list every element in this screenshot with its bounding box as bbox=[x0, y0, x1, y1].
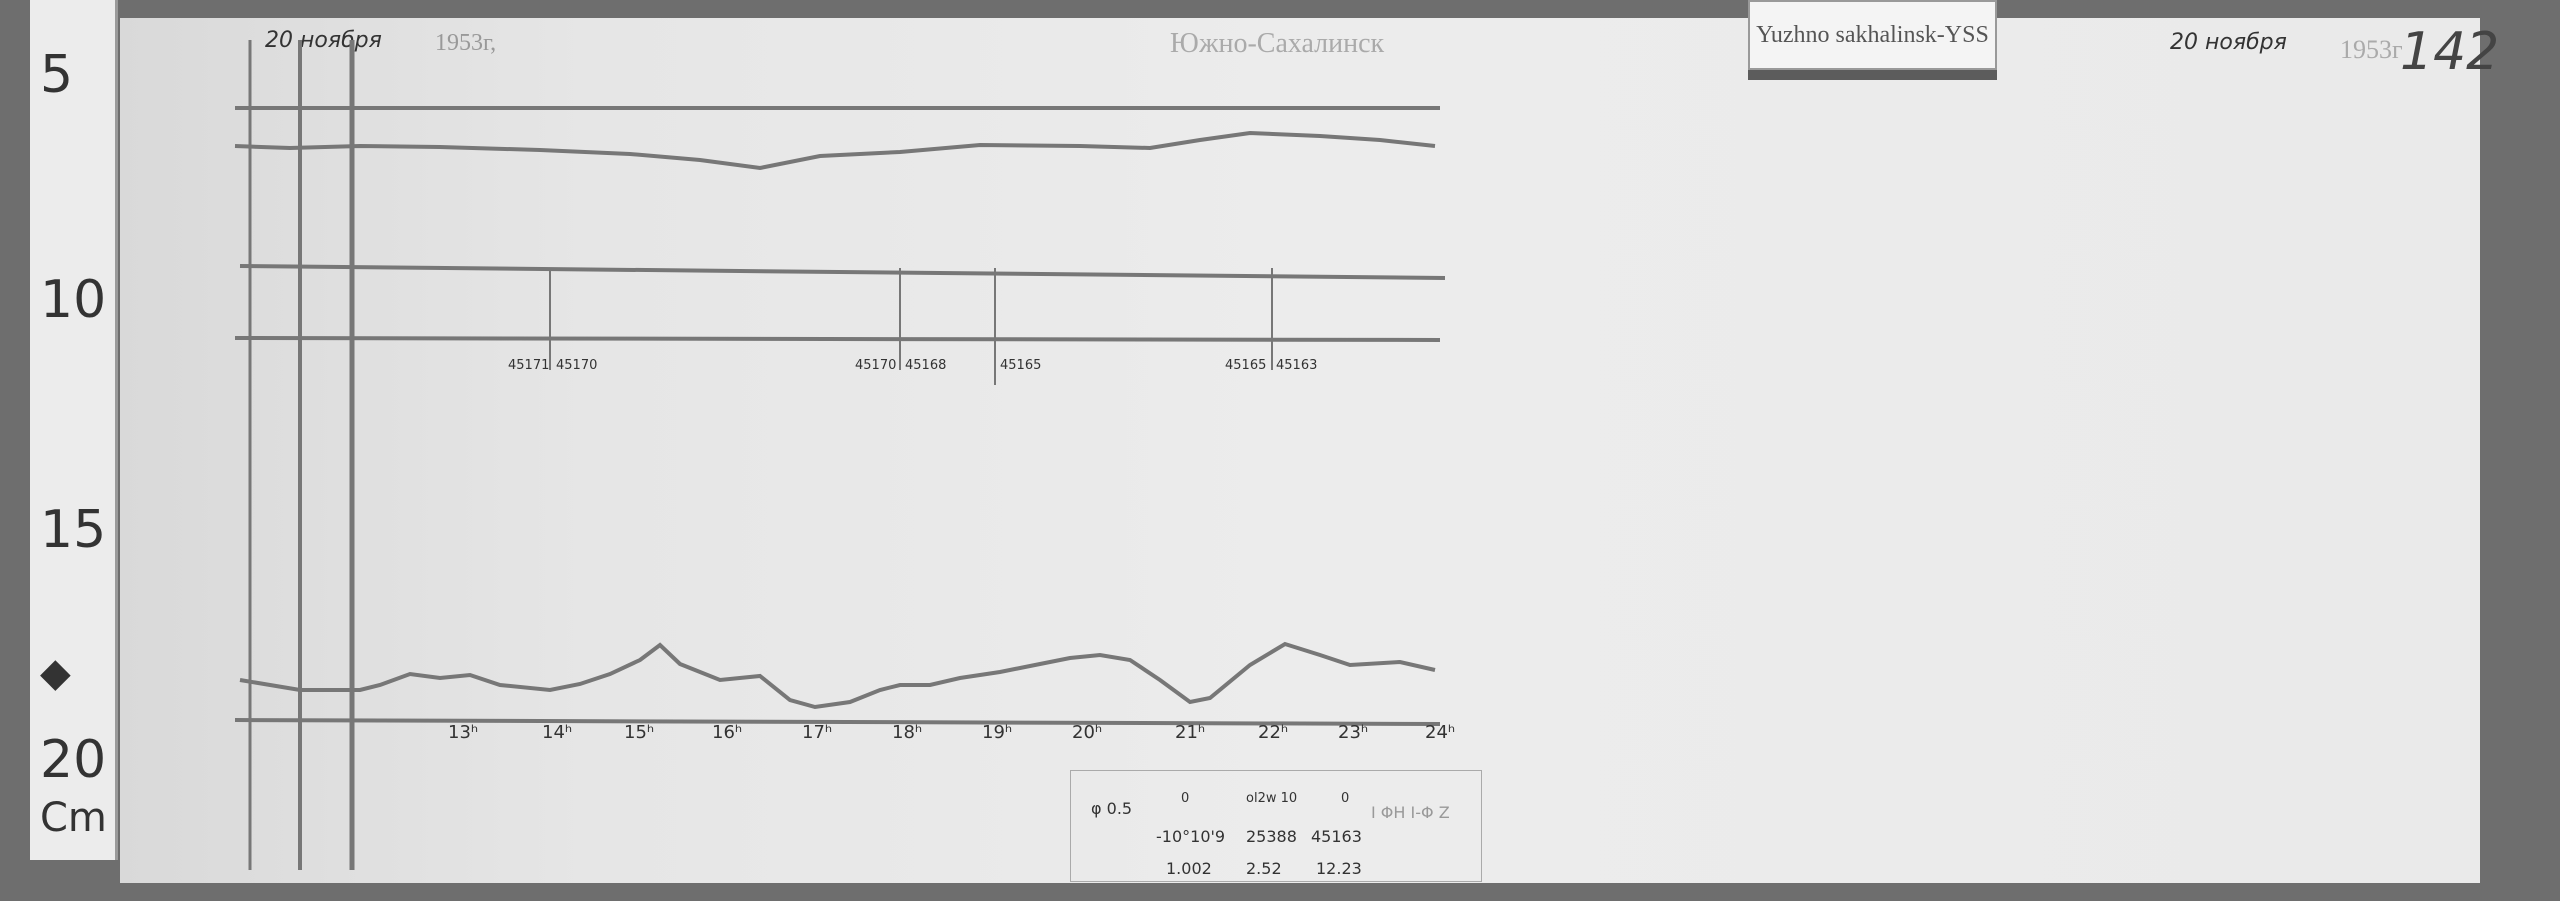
station-name: Южно-Сахалинск bbox=[1170, 28, 1385, 59]
hour-label: 22ʰ bbox=[1258, 722, 1289, 743]
table-cell: 0 bbox=[1181, 791, 1190, 806]
hour-label: 13ʰ bbox=[448, 722, 479, 743]
scale-values-table: φ 0.5 0 ol2w 10 0 I ΦH I-Φ Z -10°10'9 25… bbox=[1070, 770, 1482, 882]
trace-bottom bbox=[239, 641, 1436, 710]
station-tag: Yuzhno sakhalinsk-YSS bbox=[1748, 0, 1997, 70]
diamond-icon: ◆ bbox=[40, 650, 71, 696]
table-cell: φ 0.5 bbox=[1091, 799, 1133, 818]
table-cell: I ΦH I-Φ Z bbox=[1371, 803, 1450, 822]
ruler-unit: Cm bbox=[40, 795, 107, 841]
sheet-number: 142 bbox=[2400, 22, 2500, 82]
hour-label: 20ʰ bbox=[1072, 722, 1103, 743]
year-left: 1953г, bbox=[435, 30, 497, 56]
table-cell: 2.52 bbox=[1246, 859, 1282, 878]
ruler-mark: 5 bbox=[40, 45, 74, 105]
hour-label: 15ʰ bbox=[624, 722, 655, 743]
ruler-mark: 15 bbox=[40, 500, 107, 560]
ruler-mark: 10 bbox=[40, 270, 107, 330]
hour-label: 21ʰ bbox=[1175, 722, 1206, 743]
hour-label: 17ʰ bbox=[802, 722, 833, 743]
hour-label: 23ʰ bbox=[1338, 722, 1369, 743]
table-cell: 1.002 bbox=[1166, 859, 1212, 878]
baseline bbox=[234, 336, 1441, 342]
hour-label: 24ʰ bbox=[1425, 722, 1456, 743]
ruler-mark: 20 bbox=[40, 730, 107, 790]
mark-label: 45168 bbox=[905, 358, 947, 373]
mark-label: 45163 bbox=[1276, 358, 1318, 373]
mark-label: 45170 bbox=[556, 358, 598, 373]
date-left: 20 ноября bbox=[265, 28, 382, 53]
hour-label: 14ʰ bbox=[542, 722, 573, 743]
mark-label: 45165 bbox=[1225, 358, 1267, 373]
mark-label: 45170 bbox=[855, 358, 897, 373]
table-cell: 45163 bbox=[1311, 827, 1362, 846]
hour-label: 18ʰ bbox=[892, 722, 923, 743]
mark-label: 45165 bbox=[1000, 358, 1042, 373]
hour-label: 19ʰ bbox=[982, 722, 1013, 743]
date-right: 20 ноября bbox=[2170, 30, 2287, 55]
year-right: 1953г bbox=[2340, 35, 2403, 64]
baseline bbox=[239, 264, 1446, 280]
trace-top bbox=[234, 130, 1436, 171]
ruler: 5 10 15 ◆ 20 Cm bbox=[30, 0, 118, 860]
table-cell: ol2w 10 bbox=[1246, 791, 1298, 806]
table-cell: -10°10'9 bbox=[1156, 827, 1226, 846]
time-axis bbox=[234, 718, 1441, 726]
magnetogram-sheet bbox=[120, 18, 2480, 883]
table-cell: 12.23 bbox=[1316, 859, 1362, 878]
table-cell: 0 bbox=[1341, 791, 1350, 806]
hour-label: 16ʰ bbox=[712, 722, 743, 743]
table-cell: 25388 bbox=[1246, 827, 1297, 846]
mark-label: 45171 bbox=[508, 358, 550, 373]
